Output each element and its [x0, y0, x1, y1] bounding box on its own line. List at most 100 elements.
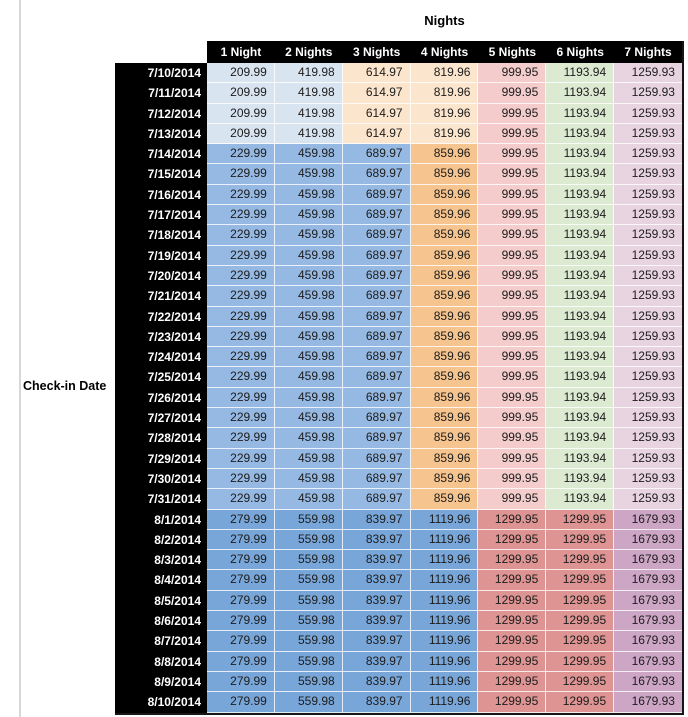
- price-cell: 419.98: [274, 103, 343, 124]
- price-cell: 839.97: [342, 509, 411, 530]
- price-cell: 209.99: [207, 123, 275, 145]
- price-cell: 229.99: [207, 205, 275, 226]
- price-cell: 459.98: [274, 326, 343, 348]
- price-cell: 689.97: [342, 205, 411, 226]
- price-cell: 1193.94: [546, 306, 615, 327]
- row-axis-label: Check-in Date: [23, 379, 107, 393]
- price-cell: 1259.93: [614, 245, 682, 266]
- price-cell: 1679.93: [614, 550, 682, 571]
- column-header-7-nights: 7 Nights: [614, 41, 682, 63]
- row-header-checkin-date: 8/4/2014: [115, 570, 207, 591]
- price-cell: 1299.95: [546, 671, 615, 693]
- price-cell: 1193.94: [546, 83, 615, 104]
- price-cell: 1193.94: [546, 63, 615, 84]
- price-cell: 999.95: [478, 326, 547, 348]
- rate-table: 1 Night 2 Nights 3 Nights 4 Nights 5 Nights 6…: [115, 41, 684, 715]
- price-cell: 1259.93: [614, 184, 682, 206]
- price-cell: 839.97: [342, 631, 411, 652]
- price-cell: 819.96: [410, 103, 479, 124]
- price-cell: 559.98: [274, 651, 343, 672]
- row-header-checkin-date: 7/30/2014: [115, 468, 207, 490]
- price-cell: 839.97: [342, 671, 411, 693]
- price-cell: 1299.95: [478, 611, 547, 632]
- price-cell: 839.97: [342, 611, 411, 632]
- price-cell: 1679.93: [614, 509, 682, 530]
- price-cell: 689.97: [342, 387, 411, 409]
- column-header-2-nights: 2 Nights: [274, 41, 343, 63]
- price-cell: 1193.94: [546, 448, 615, 469]
- price-cell: 279.99: [207, 631, 275, 652]
- price-cell: 839.97: [342, 590, 411, 612]
- price-cell: 1193.94: [546, 428, 615, 449]
- row-header-checkin-date: 8/6/2014: [115, 611, 207, 632]
- price-cell: 819.96: [410, 83, 479, 104]
- price-cell: 1193.94: [546, 286, 615, 307]
- price-cell: 1259.93: [614, 123, 682, 145]
- price-cell: 689.97: [342, 225, 411, 246]
- price-cell: 689.97: [342, 306, 411, 327]
- price-cell: 1259.93: [614, 63, 682, 84]
- price-cell: 1299.95: [546, 550, 615, 571]
- price-cell: 859.96: [410, 387, 479, 409]
- price-cell: 1119.96: [410, 651, 479, 672]
- price-cell: 229.99: [207, 225, 275, 246]
- price-cell: 859.96: [410, 448, 479, 469]
- price-cell: 1119.96: [410, 590, 479, 612]
- price-cell: 1259.93: [614, 408, 682, 429]
- row-header-checkin-date: 7/25/2014: [115, 367, 207, 388]
- price-cell: 229.99: [207, 408, 275, 429]
- price-cell: 1193.94: [546, 225, 615, 246]
- price-cell: 1299.95: [478, 671, 547, 693]
- column-header-1-nights: 1 Night: [207, 41, 275, 63]
- price-cell: 1193.94: [546, 489, 615, 510]
- window-edge-line: [19, 0, 21, 717]
- price-cell: 1259.93: [614, 225, 682, 246]
- column-header-5-nights: 5 Nights: [478, 41, 547, 63]
- price-cell: 999.95: [478, 387, 547, 409]
- price-cell: 1119.96: [410, 529, 479, 551]
- price-cell: 1193.94: [546, 265, 615, 287]
- row-header-checkin-date: 7/19/2014: [115, 245, 207, 266]
- price-cell: 1299.95: [546, 692, 615, 713]
- price-cell: 459.98: [274, 489, 343, 510]
- price-cell: 1193.94: [546, 245, 615, 266]
- row-header-checkin-date: 7/10/2014: [115, 63, 207, 84]
- price-cell: 1679.93: [614, 631, 682, 652]
- price-cell: 459.98: [274, 347, 343, 368]
- price-cell: 1299.95: [546, 570, 615, 591]
- price-cell: 459.98: [274, 367, 343, 388]
- table-title: Nights: [424, 13, 465, 28]
- price-cell: 1679.93: [614, 692, 682, 713]
- price-cell: 689.97: [342, 347, 411, 368]
- price-cell: 1259.93: [614, 144, 682, 165]
- price-cell: 1299.95: [478, 570, 547, 591]
- price-cell: 1193.94: [546, 347, 615, 368]
- price-cell: 459.98: [274, 205, 343, 226]
- price-cell: 459.98: [274, 448, 343, 469]
- price-cell: 279.99: [207, 651, 275, 672]
- price-cell: 999.95: [478, 103, 547, 124]
- price-cell: 459.98: [274, 408, 343, 429]
- price-cell: 1193.94: [546, 468, 615, 490]
- price-cell: 859.96: [410, 326, 479, 348]
- price-cell: 1259.93: [614, 489, 682, 510]
- price-cell: 1119.96: [410, 550, 479, 571]
- price-cell: 459.98: [274, 245, 343, 266]
- price-cell: 419.98: [274, 123, 343, 145]
- price-cell: 1299.95: [546, 611, 615, 632]
- price-cell: 999.95: [478, 428, 547, 449]
- price-cell: 559.98: [274, 590, 343, 612]
- price-cell: 1299.95: [478, 692, 547, 713]
- price-cell: 559.98: [274, 570, 343, 591]
- price-cell: 459.98: [274, 164, 343, 185]
- price-cell: 859.96: [410, 184, 479, 206]
- price-cell: 1259.93: [614, 103, 682, 124]
- price-cell: 999.95: [478, 448, 547, 469]
- price-cell: 459.98: [274, 468, 343, 490]
- price-cell: 279.99: [207, 611, 275, 632]
- price-cell: 689.97: [342, 326, 411, 348]
- price-cell: 999.95: [478, 184, 547, 206]
- price-cell: 859.96: [410, 265, 479, 287]
- price-cell: 229.99: [207, 306, 275, 327]
